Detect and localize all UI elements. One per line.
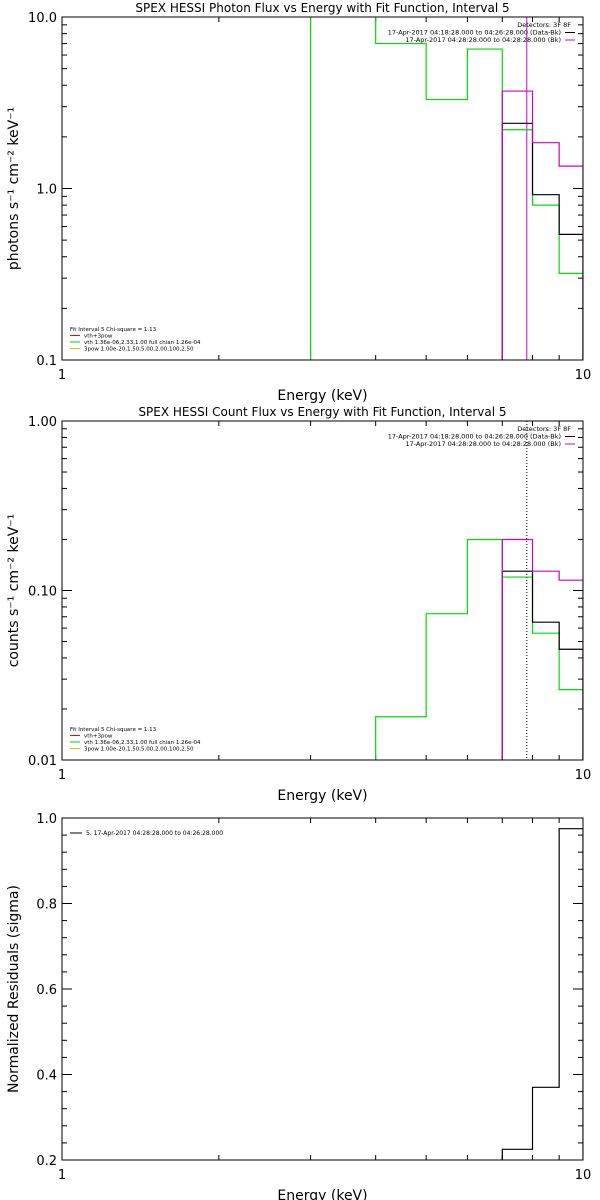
series-1-line (501, 828, 583, 1160)
y-tick-label: 0.8 (36, 898, 57, 913)
y-tick-label: 10.0 (28, 11, 57, 26)
plot-frame (61, 817, 584, 1161)
y-tick-label: 0.2 (36, 1154, 57, 1169)
legend-entry: vth+3pow (84, 334, 113, 340)
legend-entry: 5. 17-Apr-2017 04:28:28.000 to 04:26:28.… (86, 830, 223, 837)
y-tick-label: 1.00 (28, 415, 57, 430)
chart-panel-2: SPEX HESSI Count Flux vs Energy with Fit… (6, 405, 592, 804)
chart-panel-3: 1 10 0.2 0.4 0.6 0.8 1.0 Energy (keV) Normalized… (6, 812, 591, 1200)
y-axis-label: Normalized Residuals (sigma) (6, 885, 22, 1093)
y-tick-label: 1.0 (36, 183, 57, 198)
legend-entry: 17-Apr-2017 04:28:28.000 to 04:28:28.000… (405, 440, 561, 448)
legend-entry: Fit Interval 5 Chi-square = 1.13 (70, 327, 157, 333)
y-tick-label: 1.0 (36, 812, 57, 827)
plot-frame (61, 420, 584, 761)
legend-entry: Detectors: 3F 8F (517, 21, 571, 29)
plot-frame (61, 16, 584, 361)
x-tick-label: 1 (58, 768, 66, 783)
series-3-line (501, 90, 583, 360)
x-tick-label: 1 (58, 368, 66, 383)
chart-title: SPEX HESSI Count Flux vs Energy with Fit… (138, 405, 506, 419)
y-tick-label: 0.6 (36, 983, 57, 998)
x-axis-label: Energy (keV) (277, 388, 367, 404)
series-2-line (501, 122, 583, 360)
x-tick-label: 10 (575, 768, 592, 783)
y-tick-label: 0.10 (28, 585, 57, 600)
x-tick-label: 10 (575, 1168, 592, 1183)
legend-entry: Fit Interval 5 Chi-square = 1.13 (70, 727, 157, 733)
legend-entry: Detectors: 3F 8F (517, 425, 571, 433)
x-axis-label: Energy (keV) (277, 1188, 367, 1200)
y-tick-label: 0.4 (36, 1069, 57, 1084)
y-tick-label: 0.01 (28, 754, 57, 769)
x-axis-label: Energy (keV) (277, 788, 367, 804)
y-axis-label: photons s⁻¹ cm⁻² keV⁻¹ (6, 107, 22, 270)
x-tick-label: 10 (575, 368, 592, 383)
legend-entry: 3pow 1.00e-20,1.50,5.00,2.00,100,2.50 (84, 347, 194, 353)
legend-entry: 17-Apr-2017 04:28:28.000 to 04:28:28.000… (405, 36, 561, 44)
series-3-line (501, 538, 583, 760)
chart-panel-1: SPEX HESSI Photon Flux vs Energy with Fi… (6, 1, 592, 404)
series-1-line (309, 538, 583, 760)
legend-entry: 17-Apr-2017 04:18:28.000 to 04:26:28.000… (388, 433, 561, 441)
legend-entry: vth+3pow (84, 734, 113, 740)
legend-entry: vth 1.36e-06,2.33,1.00 full chian 1.26e-… (84, 340, 201, 346)
legend-entry: 17-Apr-2017 04:18:28.000 to 04:26:28.000… (388, 29, 561, 37)
y-axis-label: counts s⁻¹ cm⁻² keV⁻¹ (6, 514, 22, 668)
legend-entry: vth 1.36e-06,2.33,1.00 full chian 1.26e-… (84, 740, 201, 746)
legend-entry: 3pow 1.00e-20,1.50,5.00,2.00,100,2.50 (84, 747, 194, 753)
series-1-line (309, 17, 583, 360)
chart-title: SPEX HESSI Photon Flux vs Energy with Fi… (135, 1, 509, 15)
y-tick-label: 0.1 (36, 354, 57, 369)
series-2-line (501, 570, 583, 760)
x-tick-label: 1 (58, 1168, 66, 1183)
